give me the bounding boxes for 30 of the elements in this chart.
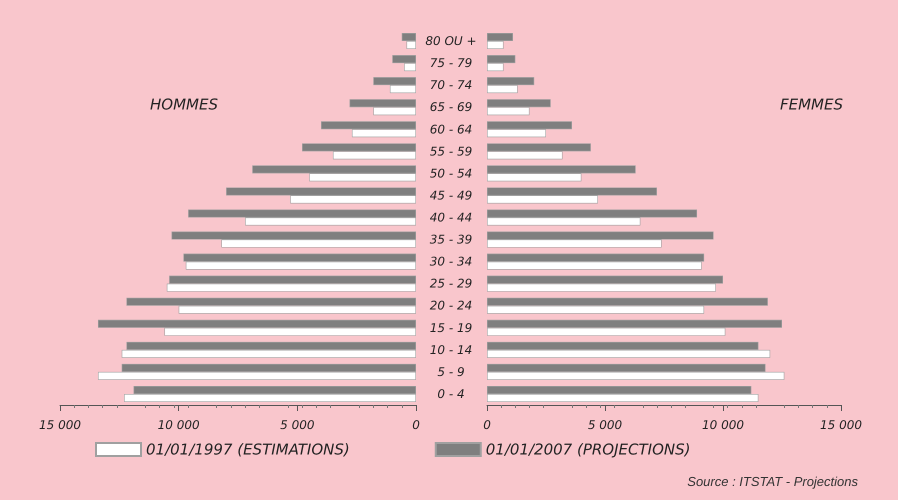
source-note: Source : ITSTAT - Projections xyxy=(687,474,858,489)
text: FEMMES xyxy=(780,96,844,114)
y-tick-label: 30 - 34 xyxy=(430,254,472,269)
y-tick-label: 55 - 59 xyxy=(430,144,472,158)
y-tick-label: 40 - 44 xyxy=(430,210,472,224)
y-tick-label: 75 - 79 xyxy=(430,56,472,70)
x-tick-label: 5 000 xyxy=(588,418,623,432)
y-tick-label: 35 - 39 xyxy=(430,232,472,247)
y-tick-label: 80 OU + xyxy=(425,34,477,48)
x-tick-label: 15 000 xyxy=(820,418,862,432)
x-tick-label: 0 xyxy=(483,418,492,432)
y-tick-label: 70 - 74 xyxy=(430,78,472,92)
y-tick-label: 10 - 14 xyxy=(430,342,472,357)
y-tick-label: 0 - 4 xyxy=(437,386,465,401)
x-tick-label: 5 000 xyxy=(280,418,315,432)
y-tick-label: 45 - 49 xyxy=(430,188,472,202)
legend-label: 01/01/1997 (ESTIMATIONS) xyxy=(146,440,350,458)
text: HOMMES xyxy=(150,96,218,114)
y-tick-label: 50 - 54 xyxy=(430,166,472,180)
y-tick-label: 15 - 19 xyxy=(430,320,472,335)
x-tick-label: 0 xyxy=(412,418,420,432)
y-tick-label: 65 - 69 xyxy=(430,100,472,114)
x-tick-label: 10 000 xyxy=(158,418,200,432)
x-tick-label: 10 000 xyxy=(702,418,744,432)
legend-label: 01/01/2007 (PROJECTIONS) xyxy=(486,440,690,458)
x-tick-label: 15 000 xyxy=(39,418,82,432)
y-tick-label: 25 - 29 xyxy=(430,276,472,291)
y-tick-label: 5 - 9 xyxy=(437,364,465,379)
y-tick-label: 20 - 24 xyxy=(430,298,472,313)
y-tick-label: 60 - 64 xyxy=(430,122,472,136)
